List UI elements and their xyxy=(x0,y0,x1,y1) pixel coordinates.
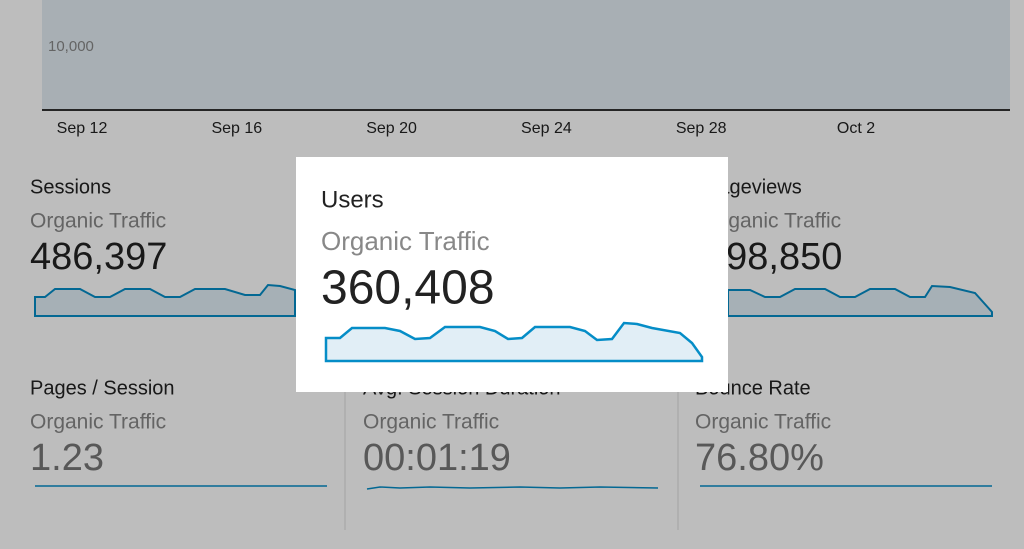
card-value: 00:01:19 xyxy=(363,437,511,479)
x-labels: Sep 12 Sep 16 Sep 20 Sep 24 Sep 28 Oct 2 xyxy=(57,120,876,137)
card-segment: Organic Traffic xyxy=(695,411,831,434)
x-label: Sep 28 xyxy=(676,120,727,137)
card-segment: Organic Traffic xyxy=(30,411,166,434)
card-value: 76.80% xyxy=(695,437,824,479)
x-label: Sep 24 xyxy=(521,120,572,137)
card-title: Users xyxy=(321,186,384,213)
card-segment: Organic Traffic xyxy=(363,411,499,434)
x-label: Sep 12 xyxy=(57,120,108,137)
x-label: Sep 16 xyxy=(211,120,262,137)
card-segment: Organic Traffic xyxy=(321,226,490,256)
y-label: 10,000 xyxy=(48,38,94,55)
card-segment: Organic Traffic xyxy=(30,210,166,233)
card-value: 360,408 xyxy=(321,262,495,315)
x-label: Oct 2 xyxy=(837,120,875,137)
card-value: 1.23 xyxy=(30,437,104,479)
card-title: Pages / Session xyxy=(30,377,175,399)
card-title: Sessions xyxy=(30,176,111,198)
card-title: Pageviews xyxy=(705,176,802,198)
sparkline xyxy=(34,283,296,317)
card-value: 486,397 xyxy=(30,236,167,278)
sparkline xyxy=(727,284,993,317)
x-label: Sep 20 xyxy=(366,120,417,137)
sparkline xyxy=(324,321,704,363)
sparkline xyxy=(366,486,659,490)
card-segment: Organic Traffic xyxy=(705,210,841,233)
area-chart xyxy=(42,0,1010,110)
